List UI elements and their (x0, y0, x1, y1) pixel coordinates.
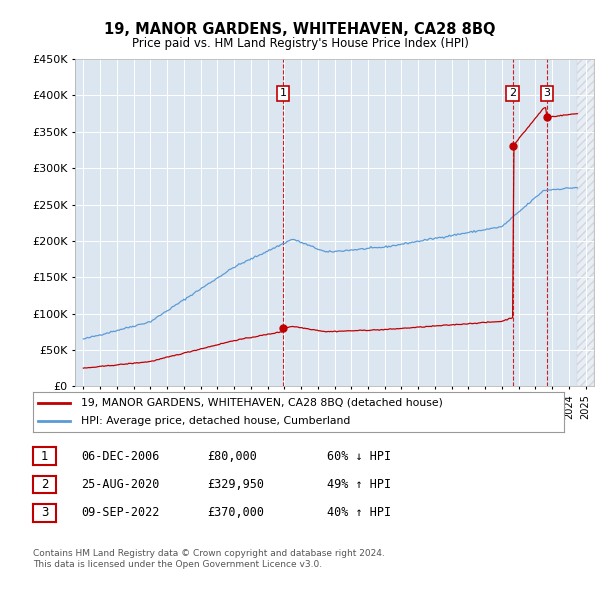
Text: 60% ↓ HPI: 60% ↓ HPI (327, 450, 391, 463)
Text: 09-SEP-2022: 09-SEP-2022 (81, 506, 160, 519)
Bar (577, 59, 594, 386)
Text: 2: 2 (509, 88, 516, 99)
Text: Contains HM Land Registry data © Crown copyright and database right 2024.: Contains HM Land Registry data © Crown c… (33, 549, 385, 558)
Text: £370,000: £370,000 (207, 506, 264, 519)
Text: 1: 1 (41, 450, 48, 463)
Text: 1: 1 (280, 88, 286, 99)
Text: 2: 2 (41, 478, 48, 491)
Text: Price paid vs. HM Land Registry's House Price Index (HPI): Price paid vs. HM Land Registry's House … (131, 37, 469, 50)
Text: 06-DEC-2006: 06-DEC-2006 (81, 450, 160, 463)
Text: £80,000: £80,000 (207, 450, 257, 463)
Text: This data is licensed under the Open Government Licence v3.0.: This data is licensed under the Open Gov… (33, 560, 322, 569)
Text: 49% ↑ HPI: 49% ↑ HPI (327, 478, 391, 491)
Text: 3: 3 (41, 506, 48, 519)
Text: 3: 3 (544, 88, 550, 99)
Text: £329,950: £329,950 (207, 478, 264, 491)
Text: HPI: Average price, detached house, Cumberland: HPI: Average price, detached house, Cumb… (81, 416, 350, 426)
Text: 25-AUG-2020: 25-AUG-2020 (81, 478, 160, 491)
Text: 19, MANOR GARDENS, WHITEHAVEN, CA28 8BQ (detached house): 19, MANOR GARDENS, WHITEHAVEN, CA28 8BQ … (81, 398, 443, 408)
Text: 40% ↑ HPI: 40% ↑ HPI (327, 506, 391, 519)
Text: 19, MANOR GARDENS, WHITEHAVEN, CA28 8BQ: 19, MANOR GARDENS, WHITEHAVEN, CA28 8BQ (104, 22, 496, 37)
